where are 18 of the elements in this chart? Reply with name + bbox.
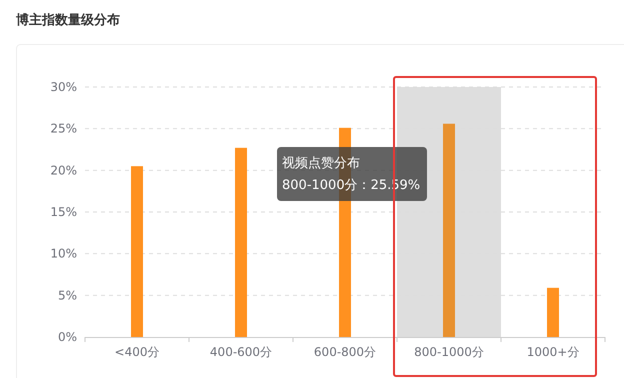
x-tick-label: 400-600分 <box>210 345 272 359</box>
x-tick-label: 600-800分 <box>314 345 376 359</box>
y-tick-label: 25% <box>50 122 77 136</box>
bar <box>443 124 455 337</box>
x-tick-label: 800-1000分 <box>414 345 484 359</box>
y-tick-label: 30% <box>50 80 77 94</box>
bar <box>547 288 559 337</box>
annotation: 视频点赞分布 <box>282 156 360 171</box>
y-tick-label: 5% <box>58 288 77 302</box>
y-tick-label: 20% <box>50 163 77 178</box>
bar <box>235 148 247 337</box>
x-tick-label: <400分 <box>114 345 160 359</box>
chart-title: 博主指数量级分布 <box>15 12 120 28</box>
y-tick-label: 10% <box>50 246 77 261</box>
bar <box>131 166 143 337</box>
y-tick-label: 15% <box>50 205 77 219</box>
y-tick-label: 0% <box>58 330 77 344</box>
x-tick-label: 1000+分 <box>526 345 580 359</box>
